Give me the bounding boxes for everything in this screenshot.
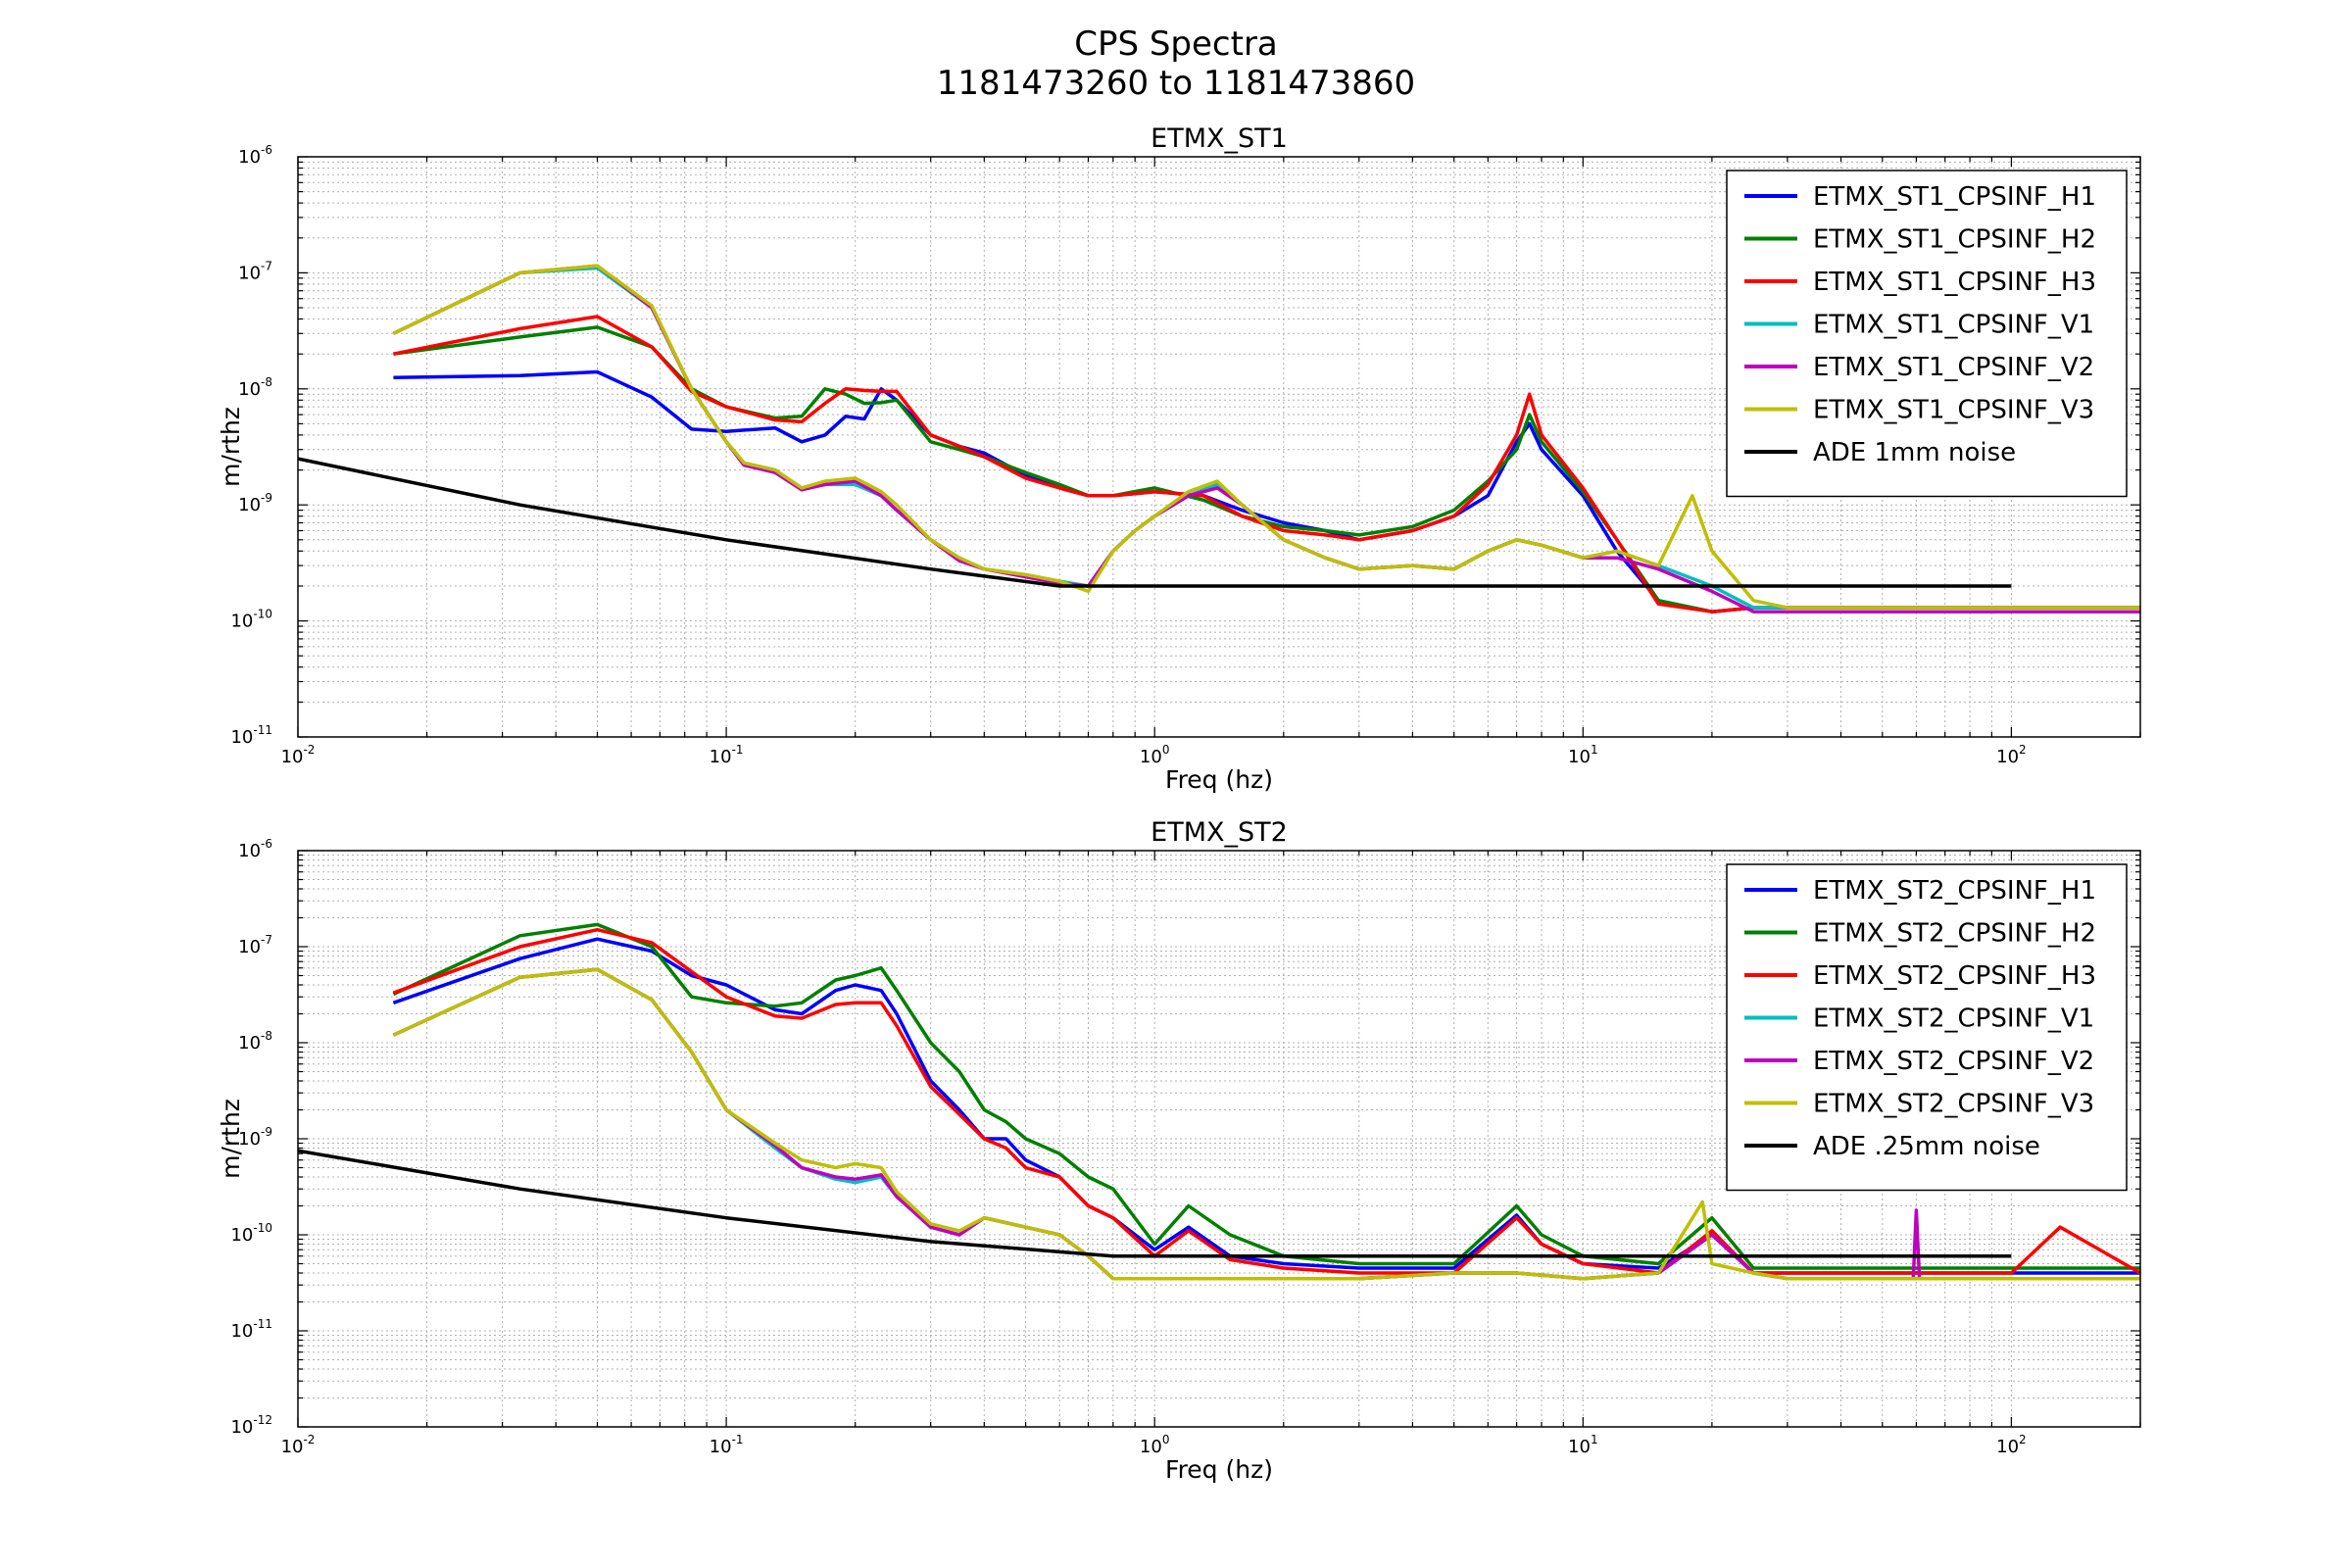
legend-label: ETMX_ST2_CPSINF_H1 [1813, 876, 2096, 906]
x-tick-label: 10-1 [710, 1433, 744, 1457]
legend-label: ADE .25mm noise [1813, 1132, 2040, 1161]
x-tick-label: 10-2 [281, 743, 316, 767]
y-tick-label: 10-8 [238, 1029, 272, 1054]
tick-marks [297, 850, 2141, 1428]
y-tick-label: 10-10 [230, 608, 272, 632]
y-tick-label: 10-12 [230, 1413, 272, 1438]
legend-label: ETMX_ST1_CPSINF_H1 [1813, 182, 2096, 212]
legend-label: ETMX_ST2_CPSINF_H3 [1813, 961, 2096, 991]
chart-title: ETMX_ST2 [1151, 817, 1288, 848]
y-tick-label: 10-7 [238, 259, 272, 283]
y-axis-label: m/rthz [217, 407, 245, 487]
tick-marks [297, 156, 2141, 738]
chart-title: ETMX_ST1 [1151, 123, 1288, 154]
legend-label: ETMX_ST1_CPSINF_H3 [1813, 268, 2096, 297]
legend-label: ETMX_ST1_CPSINF_V1 [1813, 311, 2094, 340]
series-group [298, 922, 2140, 1281]
x-tick-label: 10-2 [281, 1433, 316, 1457]
legend-label: ETMX_ST1_CPSINF_V3 [1813, 396, 2094, 425]
x-axis-label: Freq (hz) [1165, 765, 1273, 794]
figure-subtitle: 1181473260 to 1181473860 [936, 64, 1416, 103]
y-tick-label: 10-8 [238, 375, 272, 400]
plot-frame [297, 156, 2141, 738]
legend-label: ETMX_ST2_CPSINF_H2 [1813, 919, 2096, 949]
legend-label: ETMX_ST1_CPSINF_H2 [1813, 225, 2096, 255]
x-tick-label: 102 [1996, 1433, 2027, 1457]
x-tick-label: 100 [1140, 743, 1170, 767]
legend-label: ETMX_ST1_CPSINF_V2 [1813, 353, 2094, 382]
y-axis-label: m/rthz [217, 1099, 245, 1179]
y-tick-label: 10-10 [230, 1221, 272, 1246]
legend-label: ADE 1mm noise [1813, 438, 2016, 467]
series-group [298, 264, 2140, 613]
legend: ETMX_ST1_CPSINF_H1 ETMX_ST1_CPSINF_H2 ETMX… [1726, 170, 2128, 498]
x-tick-label: 101 [1568, 743, 1598, 767]
x-tick-label: 102 [1996, 743, 2027, 767]
legend-box [1726, 170, 2128, 498]
chart-etmx-st2: 10-2 10-1 100 101 102 10-12 10-11 10-10 10-9 10-8… [217, 817, 2141, 1484]
y-tick-label: 10-9 [238, 1125, 272, 1150]
legend-label: ETMX_ST2_CPSINF_V1 [1813, 1004, 2094, 1034]
y-tick-label: 10-6 [238, 143, 272, 168]
x-tick-label: 10-1 [710, 743, 744, 767]
y-tick-label: 10-9 [238, 491, 272, 515]
legend-box [1726, 863, 2128, 1192]
y-tick-label: 10-7 [238, 933, 272, 957]
chart-etmx-st1: 10-2 10-1 100 101 102 10-11 10-10 10-9 10-8 10-7 1… [217, 123, 2141, 794]
x-tick-label: 100 [1140, 1433, 1170, 1457]
series-line-ade-25mm-noise [298, 1149, 2012, 1258]
legend-label: ETMX_ST2_CPSINF_V3 [1813, 1090, 2094, 1119]
legend-label: ETMX_ST2_CPSINF_V2 [1813, 1047, 2094, 1076]
series-line-etmx-st1-cpsinf-v3 [392, 264, 2140, 610]
y-tick-label: 10-6 [238, 837, 272, 861]
y-tick-label: 10-11 [230, 1317, 272, 1342]
figure-title: CPS Spectra [1074, 24, 1278, 64]
y-tick-label: 10-11 [230, 723, 272, 748]
plot-frame [297, 850, 2141, 1428]
series-line-etmx-st2-cpsinf-h2 [392, 922, 2140, 1270]
x-tick-label: 101 [1568, 1433, 1598, 1457]
series-line-etmx-st1-cpsinf-v2 [392, 264, 2140, 613]
series-line-ade-1mm-noise [298, 457, 2012, 588]
legend: ETMX_ST2_CPSINF_H1 ETMX_ST2_CPSINF_H2 ETMX… [1726, 863, 2128, 1192]
series-line-etmx-st2-cpsinf-v3 [392, 967, 2140, 1281]
x-axis-label: Freq (hz) [1165, 1455, 1273, 1484]
